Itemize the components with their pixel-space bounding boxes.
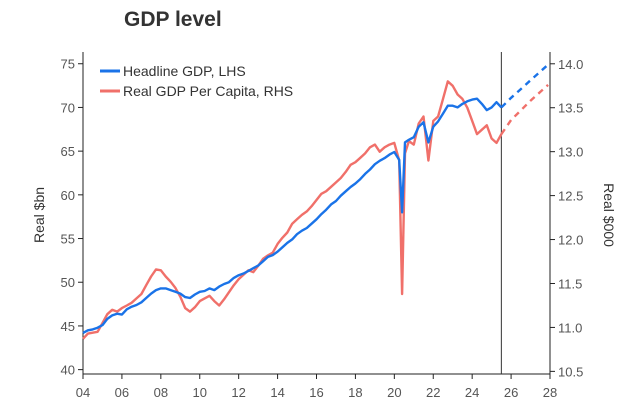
y-right-tick-label: 12.5 [558,189,583,204]
x-tick-label: 26 [504,385,518,400]
legend: Headline GDP, LHS Real GDP Per Capita, R… [100,63,293,99]
x-tick-label: 12 [231,385,245,400]
forecast-line-headline-gdp [500,63,549,109]
x-tick-label: 28 [543,385,557,400]
y-right-tick-label: 13.5 [558,101,583,116]
x-tick-label: 24 [465,385,479,400]
x-tick-label: 14 [270,385,284,400]
chart-title: GDP level [124,8,222,31]
forecast-line-gdp-per-capita [500,84,549,135]
x-tick-label: 20 [387,385,401,400]
axes: 40 45 50 55 60 65 70 75 10.5 11.0 11.5 12.0 12.5 13.0… [61,52,583,400]
x-tick-label: 16 [309,385,323,400]
y-right-tick-label: 11.0 [558,320,582,335]
x-tick-label: 04 [76,385,90,400]
y-left-tick-label: 60 [61,188,75,203]
y-right-tick-label: 12.0 [558,233,583,248]
legend-label-gdp-per-capita: Real GDP Per Capita, RHS [123,83,293,99]
y-right-tick-label: 11.5 [558,276,582,291]
x-tick-label: 18 [348,385,362,400]
y-axis-right-label: Real $000 [601,183,617,247]
legend-label-headline-gdp: Headline GDP, LHS [123,63,246,79]
y-right-tick-label: 13.0 [558,145,583,160]
y-right-tick-label: 14.0 [558,57,583,72]
series-line-gdp-per-capita [82,80,503,340]
x-tick-label: 22 [426,385,440,400]
y-left-tick-label: 45 [61,319,75,334]
x-tick-label: 06 [115,385,129,400]
series-lines [82,63,549,340]
y-right-tick-label: 10.5 [558,364,583,379]
series-line-headline-gdp [82,97,503,334]
y-left-tick-label: 40 [61,363,75,378]
y-left-tick-label: 65 [61,144,75,159]
y-left-tick-label: 50 [61,275,75,290]
y-left-tick-label: 75 [61,57,75,72]
y-left-tick-label: 70 [61,100,75,115]
x-tick-label: 08 [154,385,168,400]
x-tick-label: 10 [193,385,207,400]
y-left-tick-label: 55 [61,232,75,247]
y-axis-left-label: Real $bn [31,187,47,243]
